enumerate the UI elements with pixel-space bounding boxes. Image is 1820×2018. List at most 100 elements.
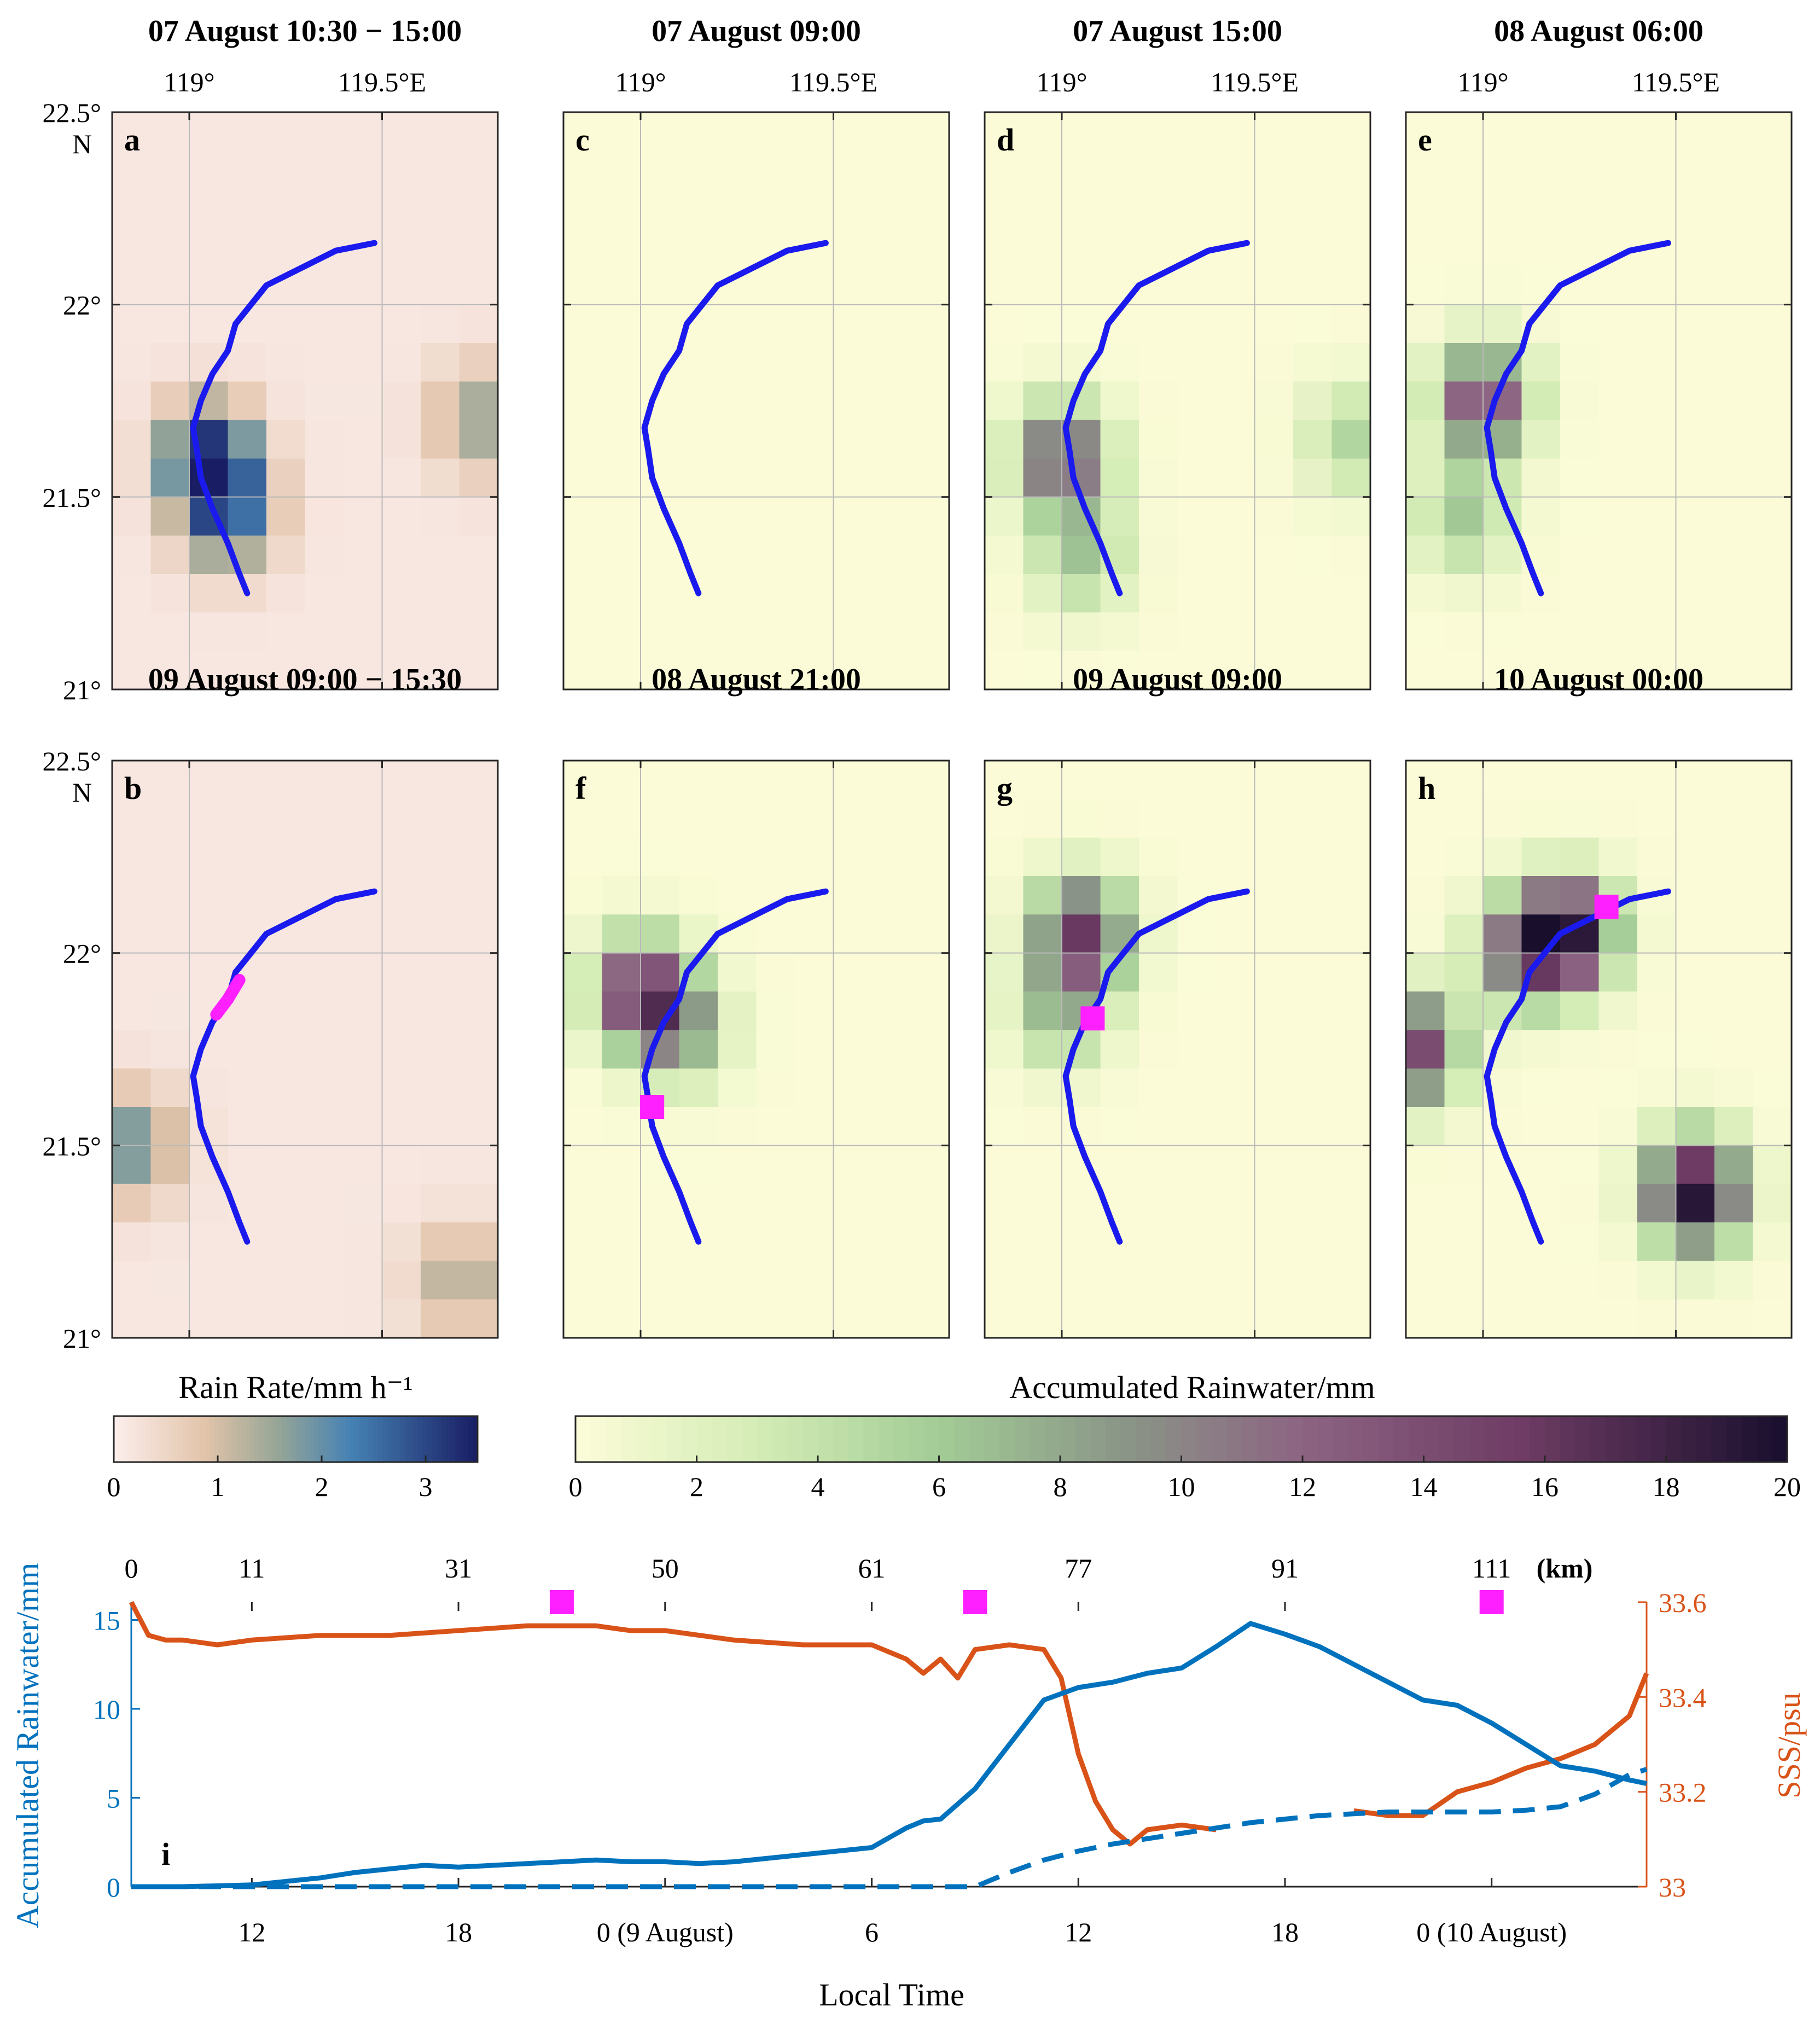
field-cell — [1483, 1299, 1522, 1338]
field-cell — [1293, 914, 1333, 954]
field-cell — [150, 381, 190, 421]
field-cell — [985, 837, 1024, 877]
field-cell — [910, 420, 950, 459]
field-cell — [305, 651, 344, 690]
field-cell — [1177, 266, 1217, 305]
field-cell — [563, 304, 603, 344]
field-cell — [1598, 112, 1638, 151]
panel-letter: h — [1418, 770, 1435, 806]
field-cell — [641, 761, 680, 799]
field-cell — [1139, 651, 1178, 690]
field-cell — [1293, 1184, 1333, 1223]
field-cell — [795, 1184, 834, 1223]
field-cell — [1714, 1107, 1754, 1146]
field-cell — [1521, 914, 1561, 954]
field-cell — [344, 1184, 383, 1223]
field-cell — [910, 304, 950, 344]
field-cell — [1023, 1107, 1062, 1146]
field-cell — [189, 953, 229, 992]
field-cell — [1714, 1030, 1754, 1069]
colorbar-cell — [1393, 1416, 1409, 1462]
colorbar-cell — [236, 1416, 242, 1462]
panel-title: 07 August 15:00 — [1073, 14, 1282, 48]
field-cell — [563, 1299, 603, 1338]
panel-title: 08 August 06:00 — [1494, 14, 1703, 48]
colorbar-cell — [146, 1416, 151, 1462]
field-cell — [1293, 1261, 1333, 1300]
field-cell — [833, 228, 873, 266]
field-cell — [1521, 1107, 1561, 1146]
field-cell — [1560, 1145, 1600, 1185]
field-cell — [1598, 1184, 1638, 1223]
colorbar-cell — [772, 1416, 788, 1462]
km-tick-label: 111 — [1472, 1553, 1511, 1584]
field-cell — [1714, 304, 1754, 344]
field-cell — [985, 112, 1024, 151]
field-cell — [382, 381, 421, 421]
field-cell — [1139, 837, 1178, 877]
colorbar-cell — [1423, 1416, 1439, 1462]
field-cell — [718, 799, 757, 838]
field-cell — [1598, 574, 1638, 613]
field-cell — [1216, 1299, 1255, 1338]
field-cell — [910, 343, 950, 382]
field-cell — [344, 574, 383, 613]
field-cell — [1100, 1107, 1139, 1146]
field-cell — [1062, 651, 1101, 690]
field-cell — [228, 420, 267, 459]
field-cell — [1062, 304, 1101, 344]
field-cell — [872, 266, 911, 305]
field-cell — [1444, 914, 1484, 954]
field-cell — [1521, 651, 1561, 690]
field-cell — [602, 420, 641, 459]
field-cell — [266, 189, 306, 228]
field-cell — [421, 266, 460, 305]
field-cell — [1254, 876, 1294, 915]
field-cell — [266, 1145, 306, 1185]
field-cell — [718, 535, 757, 575]
field-cell — [1177, 1145, 1217, 1185]
field-cell — [1560, 535, 1600, 575]
field-cell — [1254, 459, 1294, 497]
field-cell — [1100, 381, 1139, 421]
field-cell — [679, 459, 718, 497]
field-cell — [1177, 1107, 1217, 1146]
field-cell — [1139, 228, 1178, 266]
field-cell — [1714, 1184, 1754, 1223]
field-cell — [602, 304, 641, 344]
field-cell — [344, 651, 383, 690]
field-cell — [641, 1222, 680, 1261]
field-cell — [910, 112, 950, 151]
field-cell — [1637, 574, 1677, 613]
field-cell — [459, 1184, 498, 1223]
field-cell — [985, 574, 1024, 613]
field-cell — [1483, 799, 1522, 838]
field-cell — [872, 1184, 911, 1223]
colorbar-tick-label: 6 — [932, 1471, 946, 1502]
field-cell — [718, 574, 757, 613]
field-cell — [985, 991, 1024, 1030]
field-cell — [1216, 381, 1255, 421]
field-cell — [1293, 612, 1333, 652]
field-cell — [1753, 574, 1792, 613]
field-cell — [641, 799, 680, 838]
field-cell — [1676, 535, 1715, 575]
field-cell — [344, 189, 383, 228]
field-cell — [228, 343, 267, 382]
field-cell — [1406, 1222, 1445, 1261]
field-cell — [1560, 497, 1600, 536]
field-cell — [1331, 1299, 1371, 1338]
field-cell — [1254, 1030, 1294, 1069]
field-cell — [1023, 799, 1062, 838]
field-cell — [1637, 343, 1677, 382]
field-cell — [189, 761, 229, 799]
field-cell — [1177, 761, 1217, 799]
field-cell — [305, 953, 344, 992]
field-cell — [872, 1107, 911, 1146]
field-cell — [1177, 381, 1217, 421]
field-cell — [1100, 991, 1139, 1030]
field-cell — [1483, 1222, 1522, 1261]
colorbar-cell — [712, 1416, 728, 1462]
colorbar-cell — [1075, 1416, 1091, 1462]
field-cell — [228, 381, 267, 421]
